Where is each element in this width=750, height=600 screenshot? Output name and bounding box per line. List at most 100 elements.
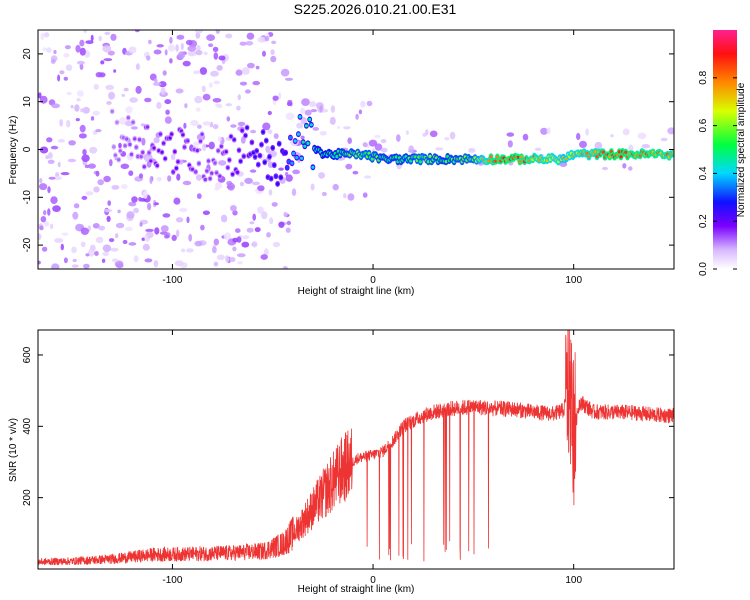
spectrogram-cell bbox=[408, 145, 415, 153]
y-tick-label: 20 bbox=[22, 48, 33, 60]
spectrogram-cell bbox=[489, 155, 493, 159]
spectrogram-cell bbox=[235, 170, 239, 174]
spectrogram-cell bbox=[608, 155, 612, 159]
spectrogram-cell bbox=[197, 161, 201, 166]
spectrogram-cell bbox=[85, 40, 94, 44]
spectrogram-cell bbox=[100, 60, 105, 65]
spectrogram-cell bbox=[125, 226, 133, 232]
spectrogram-cell bbox=[174, 260, 184, 267]
spectrogram-cell bbox=[300, 116, 307, 125]
spectrogram-cell bbox=[110, 247, 119, 252]
spectrogram-cell bbox=[125, 137, 129, 141]
x-tick-label: 100 bbox=[565, 275, 582, 286]
spectrogram-cell bbox=[83, 30, 87, 34]
spectrogram-cell bbox=[264, 33, 270, 38]
spectrogram-cell bbox=[42, 47, 47, 51]
spectrogram-cell bbox=[278, 167, 284, 171]
spectrogram-cell bbox=[175, 217, 184, 223]
spectrogram-cell bbox=[444, 136, 450, 141]
spectrogram-cell bbox=[176, 229, 180, 238]
spectrogram-cell bbox=[87, 163, 96, 169]
spectrogram-cell bbox=[276, 182, 280, 186]
spectrogram-cell bbox=[285, 166, 289, 170]
spectrogram-cell bbox=[306, 141, 310, 145]
spectrogram-cell bbox=[176, 173, 181, 181]
spectrogram-cell bbox=[187, 163, 191, 167]
spectrogram-cell bbox=[98, 35, 102, 42]
spectrogram-cell bbox=[619, 155, 623, 159]
spectrogram-cell bbox=[263, 160, 267, 164]
colorbar-tick-label: 0.0 bbox=[698, 262, 709, 276]
snr-x-label: Height of straight line (km) bbox=[298, 584, 415, 595]
spectrogram-cell bbox=[93, 186, 100, 193]
spectrogram-cell bbox=[262, 122, 271, 131]
spectrogram-cell bbox=[186, 139, 190, 143]
spectrogram-cell bbox=[102, 244, 112, 253]
spectrogram-cell bbox=[546, 127, 551, 135]
spectrogram-cell bbox=[602, 166, 608, 171]
spectrogram-cell bbox=[254, 227, 261, 233]
spectrogram-cell bbox=[368, 139, 378, 147]
spectrogram-cell bbox=[208, 177, 212, 181]
spectrogram-cell bbox=[64, 45, 71, 50]
spectrogram-cell bbox=[63, 257, 68, 264]
spectrogram-cell bbox=[160, 225, 169, 233]
spectrogram-cell bbox=[106, 215, 111, 222]
spectrogram-cell bbox=[628, 144, 634, 153]
y-tick-label: -10 bbox=[22, 190, 33, 205]
spectrogram-cell bbox=[82, 149, 87, 156]
spectrogram-cell bbox=[118, 142, 122, 149]
spectrogram-cell bbox=[131, 196, 138, 203]
spectrogram-cell bbox=[426, 160, 430, 164]
spectrogram-cell bbox=[84, 164, 90, 169]
spectrogram-cell bbox=[73, 203, 80, 209]
spectrogram-cell bbox=[237, 121, 246, 127]
spectrogram-cell bbox=[57, 139, 65, 143]
spectrogram-cell bbox=[213, 161, 217, 165]
spectrogram-cell bbox=[252, 213, 256, 221]
spectrogram-cell bbox=[213, 238, 219, 246]
spectrogram-cell bbox=[343, 126, 351, 130]
spectrogram-cell bbox=[284, 151, 288, 155]
spectrogram-cell bbox=[232, 138, 236, 142]
colorbar-ticks: 0.0 0.2 0.4 0.6 0.8 bbox=[698, 70, 737, 276]
spectrogram-cell bbox=[76, 98, 81, 102]
spectrogram-cell bbox=[63, 76, 68, 81]
spectrogram-cell bbox=[216, 254, 225, 260]
spectrogram-cell bbox=[280, 68, 290, 77]
spectrogram-cell bbox=[89, 146, 98, 154]
spectrogram-cell bbox=[366, 100, 373, 107]
colorbar-tick-label: 0.8 bbox=[698, 70, 709, 84]
spectrogram-cell bbox=[318, 172, 326, 179]
spectrogram-cell bbox=[72, 211, 79, 220]
spectrogram-cell bbox=[293, 139, 297, 143]
spectrogram-background bbox=[38, 30, 674, 269]
spectrogram-cell bbox=[59, 119, 64, 127]
spectrogram-cell bbox=[149, 176, 153, 184]
spectrogram-cell bbox=[252, 181, 260, 186]
spectrogram-cell bbox=[125, 106, 133, 114]
spectrogram-cell bbox=[98, 225, 106, 231]
spectrogram-cell bbox=[79, 47, 86, 56]
spectrogram-cell bbox=[266, 232, 271, 238]
spectrogram-cell bbox=[370, 157, 374, 161]
spectrogram-cell bbox=[394, 155, 398, 159]
spectrogram-cell bbox=[258, 154, 262, 158]
spectrogram-cell bbox=[374, 143, 383, 151]
spectrogram-cell bbox=[217, 136, 222, 143]
spectrogram-cell bbox=[309, 123, 313, 127]
spectrogram-cell bbox=[184, 103, 188, 109]
spectrogram-cell bbox=[220, 214, 228, 223]
spectrogram-cell bbox=[153, 202, 159, 206]
spectrogram-cell bbox=[190, 120, 199, 126]
spectrogram-cell bbox=[128, 201, 137, 207]
spectrogram-cell bbox=[208, 43, 214, 47]
spectrogram-cell bbox=[120, 163, 130, 170]
spectrogram-cell bbox=[83, 263, 90, 269]
colorbar-label: Normalized spectral amplitude bbox=[736, 82, 747, 217]
spectrogram-cell bbox=[75, 44, 81, 53]
spectrogram-cell bbox=[104, 208, 113, 213]
spectrogram-cell bbox=[107, 50, 115, 56]
spectrogram-cell bbox=[300, 135, 305, 140]
spectrogram-cell bbox=[308, 117, 312, 122]
